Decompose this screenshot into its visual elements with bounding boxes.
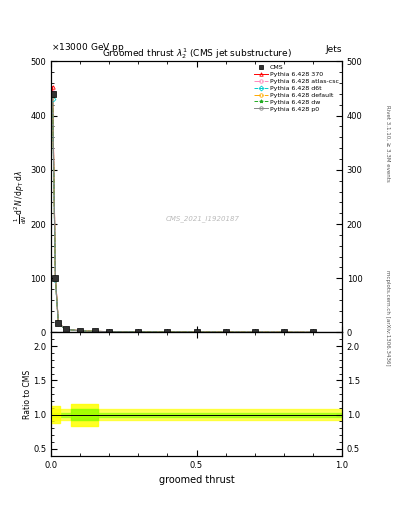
Text: Jets: Jets — [325, 45, 342, 54]
Text: CMS_2021_I1920187: CMS_2021_I1920187 — [165, 215, 239, 222]
Y-axis label: $\frac{1}{\mathrm{d}N}\,\mathrm{d}^2N\,/\,\mathrm{d}p_\mathrm{T}\,\mathrm{d}\lam: $\frac{1}{\mathrm{d}N}\,\mathrm{d}^2N\,/… — [13, 170, 29, 224]
Title: Groomed thrust $\lambda_2^1$ (CMS jet substructure): Groomed thrust $\lambda_2^1$ (CMS jet su… — [101, 47, 292, 61]
Text: Rivet 3.1.10, ≥ 3.3M events: Rivet 3.1.10, ≥ 3.3M events — [385, 105, 390, 182]
Text: mcplots.cern.ch [arXiv:1306.3436]: mcplots.cern.ch [arXiv:1306.3436] — [385, 270, 390, 365]
X-axis label: groomed thrust: groomed thrust — [159, 475, 234, 485]
Text: $\times$13000 GeV pp: $\times$13000 GeV pp — [51, 41, 125, 54]
Y-axis label: Ratio to CMS: Ratio to CMS — [23, 370, 32, 419]
Bar — [51, 409, 342, 420]
Bar — [51, 413, 342, 417]
Legend: CMS, Pythia 6.428 370, Pythia 6.428 atlas-csc, Pythia 6.428 d6t, Pythia 6.428 de: CMS, Pythia 6.428 370, Pythia 6.428 atla… — [253, 63, 340, 113]
